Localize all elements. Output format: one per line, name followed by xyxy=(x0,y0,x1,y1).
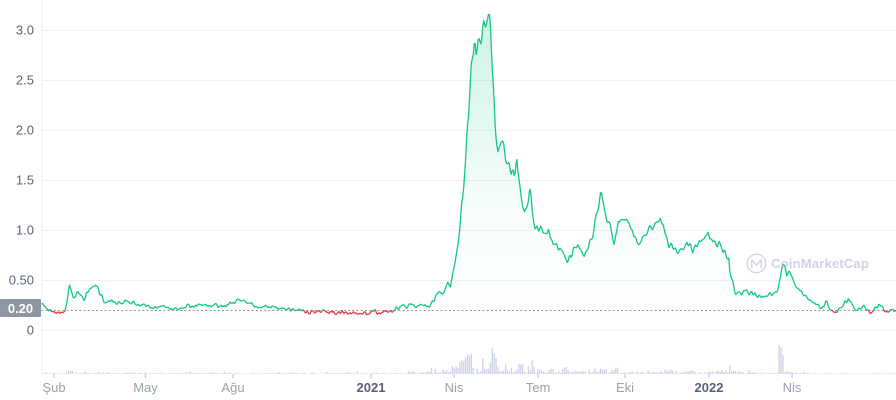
svg-text:0: 0 xyxy=(27,323,34,338)
svg-text:2021: 2021 xyxy=(357,380,386,395)
svg-text:1.5: 1.5 xyxy=(16,173,34,188)
svg-text:Tem: Tem xyxy=(526,380,551,395)
svg-text:Nis: Nis xyxy=(445,380,464,395)
svg-text:2.0: 2.0 xyxy=(16,123,34,138)
svg-text:CoinMarketCap: CoinMarketCap xyxy=(771,256,869,271)
svg-text:3.0: 3.0 xyxy=(16,23,34,38)
svg-text:1.0: 1.0 xyxy=(16,223,34,238)
svg-text:2.5: 2.5 xyxy=(16,73,34,88)
svg-text:Eki: Eki xyxy=(616,380,634,395)
svg-text:Ağu: Ağu xyxy=(221,380,244,395)
svg-text:May: May xyxy=(133,380,158,395)
svg-text:Nis: Nis xyxy=(783,380,802,395)
svg-text:Şub: Şub xyxy=(42,380,65,395)
svg-text:0.50: 0.50 xyxy=(9,273,34,288)
svg-text:2022: 2022 xyxy=(695,380,724,395)
